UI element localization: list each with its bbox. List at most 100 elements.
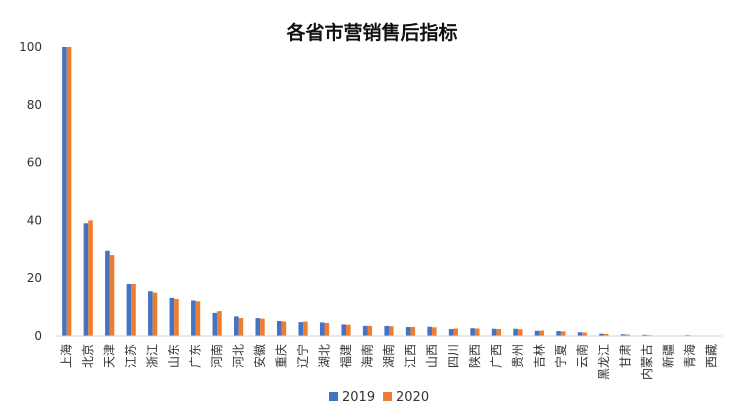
x-tick-label: 黑龙江: [597, 344, 611, 380]
x-tick-label: 陕西: [467, 344, 482, 368]
bar-2020-广东: [195, 301, 201, 336]
bar-2020-江苏: [131, 283, 136, 336]
x-tick-label: 浙江: [146, 344, 160, 368]
bar-2019-北京: [83, 223, 89, 336]
x-tick-label: 江苏: [124, 344, 138, 368]
legend-label: 2020: [396, 390, 429, 405]
bar-2020-湖南: [389, 326, 394, 336]
bar-2019-内蒙古: [642, 334, 647, 336]
legend-swatch-2020: [383, 392, 392, 401]
x-tick-label: 山东: [167, 344, 181, 368]
y-tick-label: 80: [27, 98, 42, 112]
x-tick-label: 广西: [489, 344, 503, 368]
x-tick-label: 湖南: [381, 344, 396, 368]
y-tick-label: 60: [27, 156, 42, 170]
x-tick-label: 吉林: [532, 344, 546, 368]
bar-2019-湖北: [319, 322, 325, 336]
bar-2019-天津: [105, 250, 110, 336]
x-tick-label: 河南: [209, 344, 224, 368]
x-tick-label: 贵州: [511, 344, 525, 368]
bar-2020-山西: [431, 327, 437, 336]
x-tick-label: 广东: [189, 344, 203, 368]
x-tick-label: 天津: [103, 344, 117, 368]
bar-2020-吉林: [539, 330, 544, 336]
bar-2019-河南: [212, 312, 218, 336]
x-tick-label: 甘肃: [618, 344, 632, 368]
bar-2020-广西: [496, 329, 502, 336]
bar-2019-福建: [341, 324, 347, 336]
x-tick-label: 宁夏: [553, 344, 568, 368]
x-tick-label: 辽宁: [295, 344, 310, 368]
x-tick-label: 湖北: [317, 344, 332, 368]
bar-2020-北京: [88, 220, 93, 336]
y-tick-label: 40: [27, 213, 42, 227]
bar-2020-宁夏: [560, 331, 566, 336]
bar-2020-辽宁: [303, 321, 308, 336]
x-tick-label: 河北: [232, 344, 246, 368]
bar-2019-广东: [191, 300, 196, 336]
y-tick-label: 20: [27, 271, 42, 285]
bar-2019-甘肃: [620, 334, 626, 336]
x-tick-label: 海南: [360, 344, 375, 368]
bar-2019-浙江: [148, 291, 153, 336]
bars-group: [62, 47, 716, 336]
bar-2019-湖南: [384, 325, 389, 336]
bar-2019-山东: [169, 297, 175, 336]
x-tick-label: 福建: [338, 344, 353, 368]
x-tick-label: 内蒙古: [639, 344, 654, 380]
y-tick-label: 0: [34, 329, 42, 343]
bar-2020-河南: [217, 311, 222, 336]
bar-2020-福建: [346, 324, 351, 336]
bar-2019-云南: [577, 332, 583, 336]
bar-2019-宁夏: [556, 331, 561, 336]
x-tick-label: 山西: [425, 344, 439, 368]
chart-title: 各省市营销售后指标: [285, 21, 457, 44]
x-tick-label: 上海: [59, 344, 74, 368]
bar-2019-海南: [362, 325, 368, 336]
x-tick-label: 安徽: [252, 344, 267, 368]
bar-2020-浙江: [152, 292, 158, 336]
bar-2020-山东: [174, 299, 179, 336]
bar-2019-上海: [62, 47, 67, 336]
bar-2020-江西: [410, 327, 416, 336]
bar-2019-安徽: [255, 318, 261, 336]
x-tick-label: 青海: [682, 344, 697, 368]
bar-2019-辽宁: [298, 322, 304, 336]
y-axis: 0 20 40 60 80 100: [19, 40, 42, 343]
bar-2020-陕西: [474, 328, 480, 336]
bar-2020-上海: [66, 47, 72, 336]
bar-2019-四川: [448, 329, 454, 336]
x-tick-label: 江西: [403, 344, 417, 368]
bar-2020-河北: [238, 318, 244, 336]
bar-2019-贵州: [513, 328, 518, 336]
bar-2020-甘肃: [625, 334, 630, 336]
bar-2020-四川: [453, 328, 459, 336]
bar-2019-山西: [427, 326, 432, 336]
legend: 2019 2020: [329, 390, 429, 405]
bar-2020-安徽: [260, 318, 265, 336]
x-tick-label: 北京: [81, 344, 95, 368]
x-tick-label: 西藏: [704, 344, 718, 368]
bar-2020-云南: [582, 332, 587, 336]
legend-label: 2019: [342, 390, 375, 405]
bar-2019-河北: [234, 316, 239, 336]
y-tick-label: 100: [19, 40, 42, 54]
bar-2019-江西: [405, 327, 411, 336]
bar-2019-重庆: [276, 320, 282, 336]
bar-2020-重庆: [281, 321, 287, 336]
bar-2019-陕西: [470, 328, 475, 336]
bar-2019-吉林: [534, 330, 540, 336]
x-tick-label: 四川: [446, 344, 460, 368]
x-tick-label: 云南: [574, 344, 589, 368]
legend-swatch-2019: [329, 392, 338, 401]
bar-2019-广西: [491, 328, 497, 336]
bar-2019-黑龙江: [599, 333, 604, 336]
x-tick-label: 重庆: [275, 344, 289, 368]
bar-2019-江苏: [126, 283, 132, 336]
bar-2020-贵州: [517, 329, 523, 336]
bar-2020-海南: [367, 325, 373, 336]
bar-2020-天津: [109, 255, 115, 336]
x-axis: 上海 北京 天津 江苏 浙江 山东 广东 河南 河北 安徽 重庆 辽宁 湖北 福建 海南 湖南 江西 山西 四川 陕西…: [59, 344, 719, 380]
x-tick-label: 新疆: [660, 344, 675, 368]
